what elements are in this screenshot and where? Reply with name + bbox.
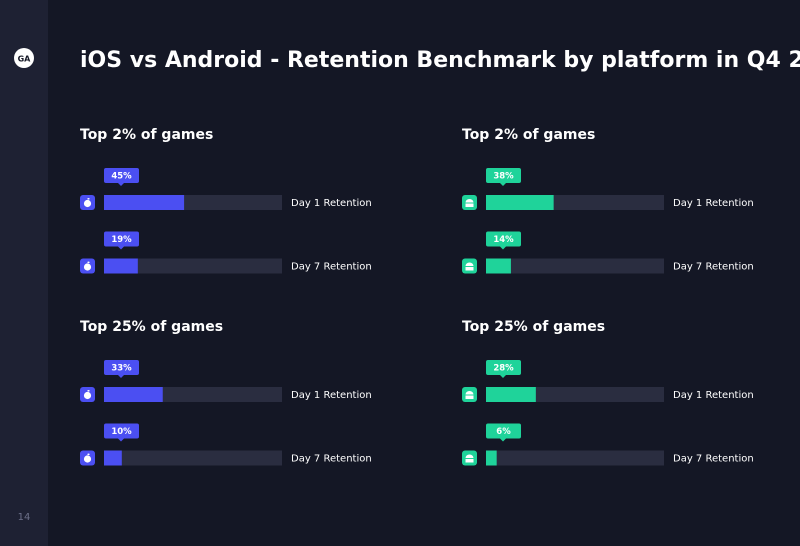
value-bubble — [486, 168, 521, 183]
value-bubble — [104, 423, 139, 439]
sidebar — [0, 0, 48, 546]
value-label: 10% — [111, 427, 132, 437]
bubble-pointer — [118, 183, 124, 186]
category-label: Day 1 Retention — [291, 390, 372, 401]
value-label: 38% — [493, 172, 514, 182]
bar — [486, 450, 497, 466]
value-label: 14% — [493, 235, 514, 245]
bar — [104, 195, 185, 210]
bubble-pointer — [500, 375, 506, 378]
bar — [104, 258, 138, 274]
category-label: Day 7 Retention — [291, 262, 372, 273]
apple-icon — [83, 199, 92, 208]
category-label: Day 7 Retention — [291, 454, 372, 465]
value-label: 45% — [111, 172, 132, 182]
value-bubble — [486, 231, 521, 247]
bubble-pointer — [118, 246, 124, 250]
value-bubble — [486, 360, 521, 375]
bar — [104, 387, 163, 402]
value-bubble — [104, 231, 139, 247]
android-icon — [465, 454, 474, 463]
bar — [104, 450, 122, 466]
bubble-pointer — [500, 183, 506, 186]
value-bubble — [104, 360, 139, 375]
bubble-pointer — [500, 438, 506, 442]
chart-title: Top 2% of games — [462, 127, 595, 143]
category-label: Day 7 Retention — [673, 262, 754, 273]
chart-title: Top 2% of games — [80, 127, 213, 143]
value-bubble — [104, 168, 139, 183]
category-label: Day 1 Retention — [291, 198, 372, 209]
apple-leaf — [87, 261, 90, 264]
bar-track — [486, 450, 664, 466]
android-icon — [465, 391, 474, 399]
apple-icon — [83, 391, 92, 400]
category-label: Day 1 Retention — [673, 198, 754, 209]
category-label: Day 1 Retention — [673, 390, 754, 401]
category-label: Day 7 Retention — [673, 454, 754, 465]
bubble-pointer — [118, 438, 124, 442]
apple-leaf — [87, 390, 90, 392]
page-number: 14 — [18, 512, 31, 523]
chart-title: Top 25% of games — [80, 319, 223, 335]
page-title: iOS vs Android - Retention Benchmark by … — [80, 48, 800, 73]
bar — [486, 387, 536, 402]
bubble-pointer — [118, 375, 124, 378]
apple-icon — [83, 263, 92, 271]
value-label: 28% — [493, 364, 514, 374]
apple-icon — [83, 455, 92, 463]
value-label: 19% — [111, 235, 132, 245]
value-label: 33% — [111, 364, 132, 374]
android-icon — [465, 199, 474, 207]
logo: GA — [18, 55, 32, 64]
bar — [486, 195, 554, 210]
apple-leaf — [87, 453, 90, 456]
bar-track — [486, 258, 664, 274]
value-bubble — [486, 423, 521, 439]
apple-leaf — [87, 198, 90, 200]
logo-circle — [14, 48, 34, 68]
android-icon — [465, 262, 474, 271]
bar — [486, 258, 511, 274]
bar-track — [104, 450, 282, 466]
value-label: 6% — [496, 427, 511, 437]
bar-track — [104, 258, 282, 274]
chart-title: Top 25% of games — [462, 319, 605, 335]
bubble-pointer — [500, 246, 506, 250]
